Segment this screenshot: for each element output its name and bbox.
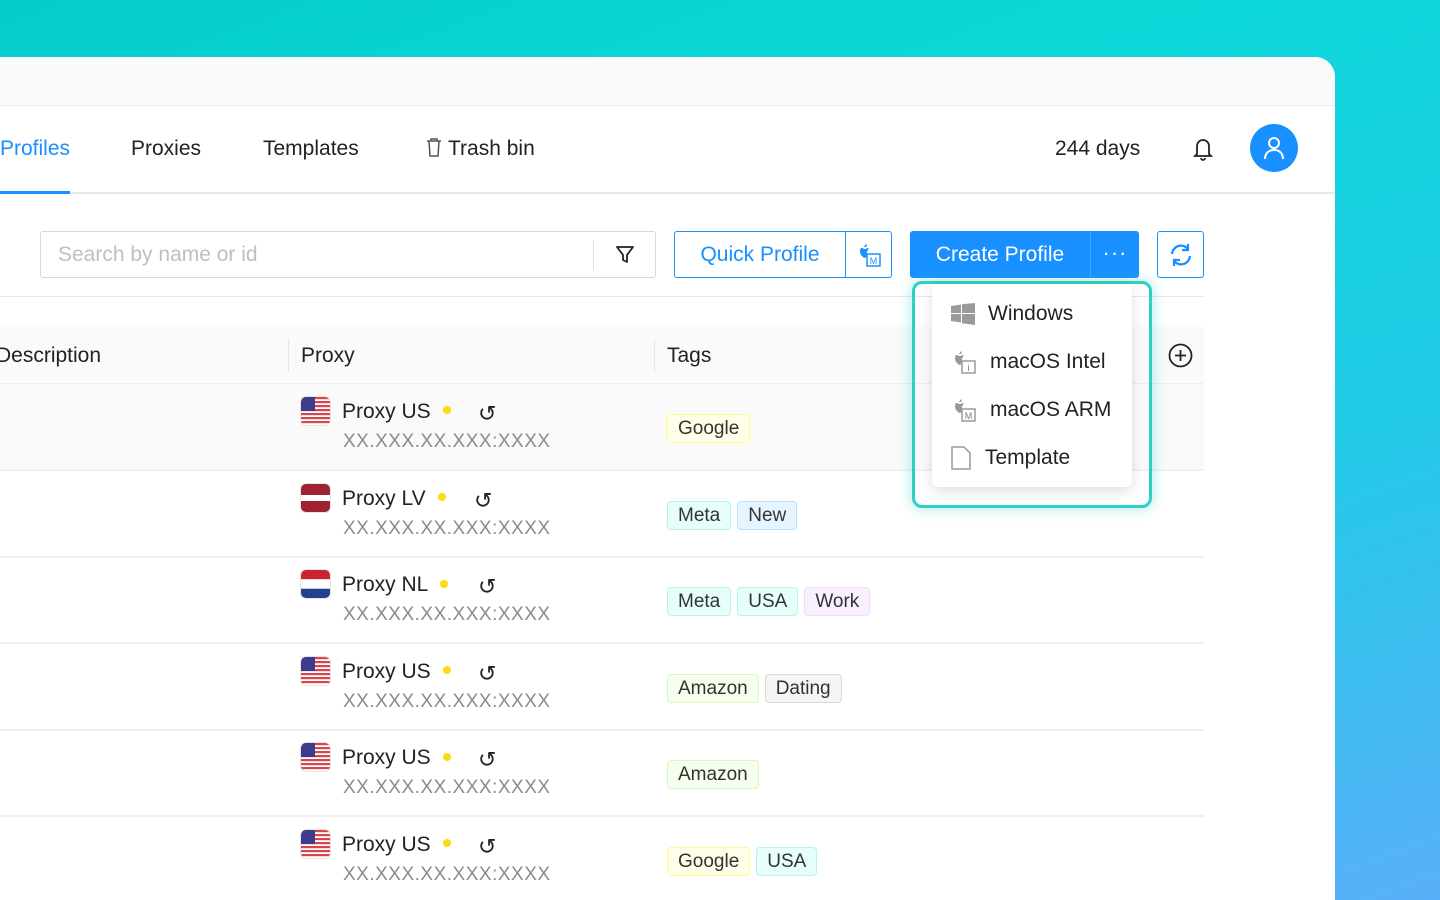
proxy-name: Proxy LV bbox=[342, 487, 446, 511]
quick-profile-button[interactable]: Quick Profile bbox=[675, 232, 846, 277]
tag-list: Google bbox=[667, 414, 751, 443]
menu-item-template[interactable]: Template bbox=[932, 434, 1132, 482]
proxy-address: XX.XXX.XX.XXX:XXXX bbox=[343, 604, 551, 626]
proxy-name: Proxy NL bbox=[342, 573, 449, 597]
tag[interactable]: USA bbox=[737, 587, 799, 617]
tab-trash-bin[interactable]: Trash bin bbox=[426, 106, 535, 192]
trash-icon bbox=[427, 138, 441, 157]
proxy-address: XX.XXX.XX.XXX:XXXX bbox=[343, 431, 551, 452]
apple-intel-icon: i bbox=[954, 351, 976, 374]
file-icon bbox=[951, 446, 971, 470]
user-avatar[interactable] bbox=[1250, 124, 1298, 172]
tag-list: Amazon Dating bbox=[667, 673, 842, 703]
proxy-name: Proxy US bbox=[342, 400, 451, 424]
bell-icon[interactable] bbox=[1192, 136, 1214, 162]
title-strip bbox=[0, 57, 1335, 106]
search-field bbox=[40, 231, 656, 278]
proxy-address: XX.XXX.XX.XXX:XXXX bbox=[343, 517, 551, 539]
status-dot bbox=[442, 666, 451, 675]
svg-text:i: i bbox=[968, 363, 970, 373]
svg-text:M: M bbox=[869, 256, 877, 266]
tag-list: Google USA bbox=[667, 847, 818, 876]
rotate-ip-icon[interactable]: ↻ bbox=[478, 401, 497, 426]
tag[interactable]: Amazon bbox=[667, 760, 759, 790]
rotate-ip-icon[interactable]: ↻ bbox=[478, 747, 497, 773]
tab-profiles[interactable]: Profiles bbox=[0, 106, 71, 194]
column-resizer[interactable] bbox=[288, 339, 289, 372]
tab-templates[interactable]: Templates bbox=[263, 137, 359, 160]
tag[interactable]: Meta bbox=[667, 500, 732, 530]
subscription-days: 244 days bbox=[1055, 137, 1141, 160]
filter-button[interactable] bbox=[593, 240, 655, 270]
create-profile-button[interactable]: Create Profile bbox=[910, 231, 1091, 278]
filter-icon bbox=[615, 246, 634, 263]
rotate-ip-icon[interactable]: ↻ bbox=[474, 487, 493, 513]
proxy-address: XX.XXX.XX.XXX:XXXX bbox=[343, 690, 551, 712]
tag[interactable]: Dating bbox=[764, 673, 842, 703]
tag-list: Amazon bbox=[667, 760, 759, 790]
svg-text:M: M bbox=[965, 411, 973, 421]
tag-list: Meta New bbox=[667, 500, 798, 530]
proxy-address: XX.XXX.XX.XXX:XXXX bbox=[343, 777, 551, 799]
menu-item-windows[interactable]: Windows bbox=[932, 290, 1132, 338]
rotate-ip-icon[interactable]: ↻ bbox=[478, 834, 497, 859]
refresh-button[interactable] bbox=[1157, 231, 1204, 278]
tab-proxies[interactable]: Proxies bbox=[131, 137, 202, 160]
dropdown-highlight bbox=[912, 281, 1152, 508]
proxy-address: XX.XXX.XX.XXX:XXXX bbox=[343, 864, 551, 885]
flag-us-icon bbox=[301, 397, 330, 425]
search-input[interactable] bbox=[41, 232, 591, 277]
tag[interactable]: Amazon bbox=[667, 673, 759, 703]
flag-lv-icon bbox=[301, 483, 330, 512]
tag[interactable]: Work bbox=[804, 587, 871, 617]
tag[interactable]: Google bbox=[667, 847, 751, 876]
column-resizer[interactable] bbox=[654, 339, 655, 372]
status-dot bbox=[442, 752, 451, 761]
table-row[interactable]: Proxy NL ↻ XX.XXX.XX.XXX:XXXX Meta USA Work bbox=[0, 557, 1204, 645]
table-row[interactable]: Proxy US ↻ XX.XXX.XX.XXX:XXXX Amazon bbox=[0, 730, 1204, 818]
windows-icon bbox=[951, 303, 975, 325]
tag[interactable]: USA bbox=[756, 847, 818, 876]
proxy-name: Proxy US bbox=[342, 833, 451, 857]
status-dot bbox=[442, 406, 451, 415]
status-dot bbox=[437, 493, 446, 502]
proxy-name: Proxy US bbox=[342, 660, 451, 684]
rotate-ip-icon[interactable]: ↻ bbox=[478, 574, 497, 600]
column-tags[interactable]: Tags bbox=[667, 344, 712, 367]
divider bbox=[0, 296, 1204, 297]
column-proxy[interactable]: Proxy bbox=[301, 344, 355, 367]
tag[interactable]: Meta bbox=[667, 587, 732, 617]
tag[interactable]: Google bbox=[667, 414, 751, 443]
table-row[interactable]: Proxy LV ↻ XX.XXX.XX.XXX:XXXX Meta New bbox=[0, 471, 1204, 558]
flag-us-icon bbox=[301, 656, 330, 685]
flag-us-icon bbox=[301, 743, 330, 772]
table-row[interactable]: Proxy US ↻ XX.XXX.XX.XXX:XXXX Amazon Dating bbox=[0, 644, 1204, 731]
status-dot bbox=[440, 579, 449, 588]
column-description[interactable]: Description bbox=[0, 344, 102, 367]
add-column-icon[interactable] bbox=[1168, 343, 1193, 368]
user-icon bbox=[1264, 137, 1284, 160]
menu-item-macos-intel[interactable]: i macOS Intel bbox=[932, 338, 1132, 386]
rotate-ip-icon[interactable]: ↻ bbox=[478, 660, 497, 686]
create-profile-group: Create Profile ··· bbox=[910, 231, 1139, 278]
tag-list: Meta USA Work bbox=[667, 587, 871, 617]
table-row[interactable]: Proxy US ↻ XX.XXX.XX.XXX:XXXX Google USA bbox=[0, 817, 1204, 900]
flag-nl-icon bbox=[301, 570, 330, 599]
apple-arm-icon: M bbox=[954, 399, 976, 422]
quick-profile-group: Quick Profile M bbox=[674, 231, 892, 278]
flag-us-icon bbox=[301, 830, 330, 858]
refresh-icon bbox=[1170, 243, 1191, 266]
quick-profile-os-button[interactable]: M bbox=[846, 232, 891, 277]
more-options-button[interactable]: ··· bbox=[1102, 240, 1128, 265]
status-dot bbox=[442, 839, 451, 848]
proxy-name: Proxy US bbox=[342, 746, 451, 770]
top-nav: Profiles Proxies Templates Trash bin 244… bbox=[0, 106, 1335, 194]
apple-arm-icon: M bbox=[859, 243, 881, 267]
tag[interactable]: New bbox=[737, 500, 798, 530]
